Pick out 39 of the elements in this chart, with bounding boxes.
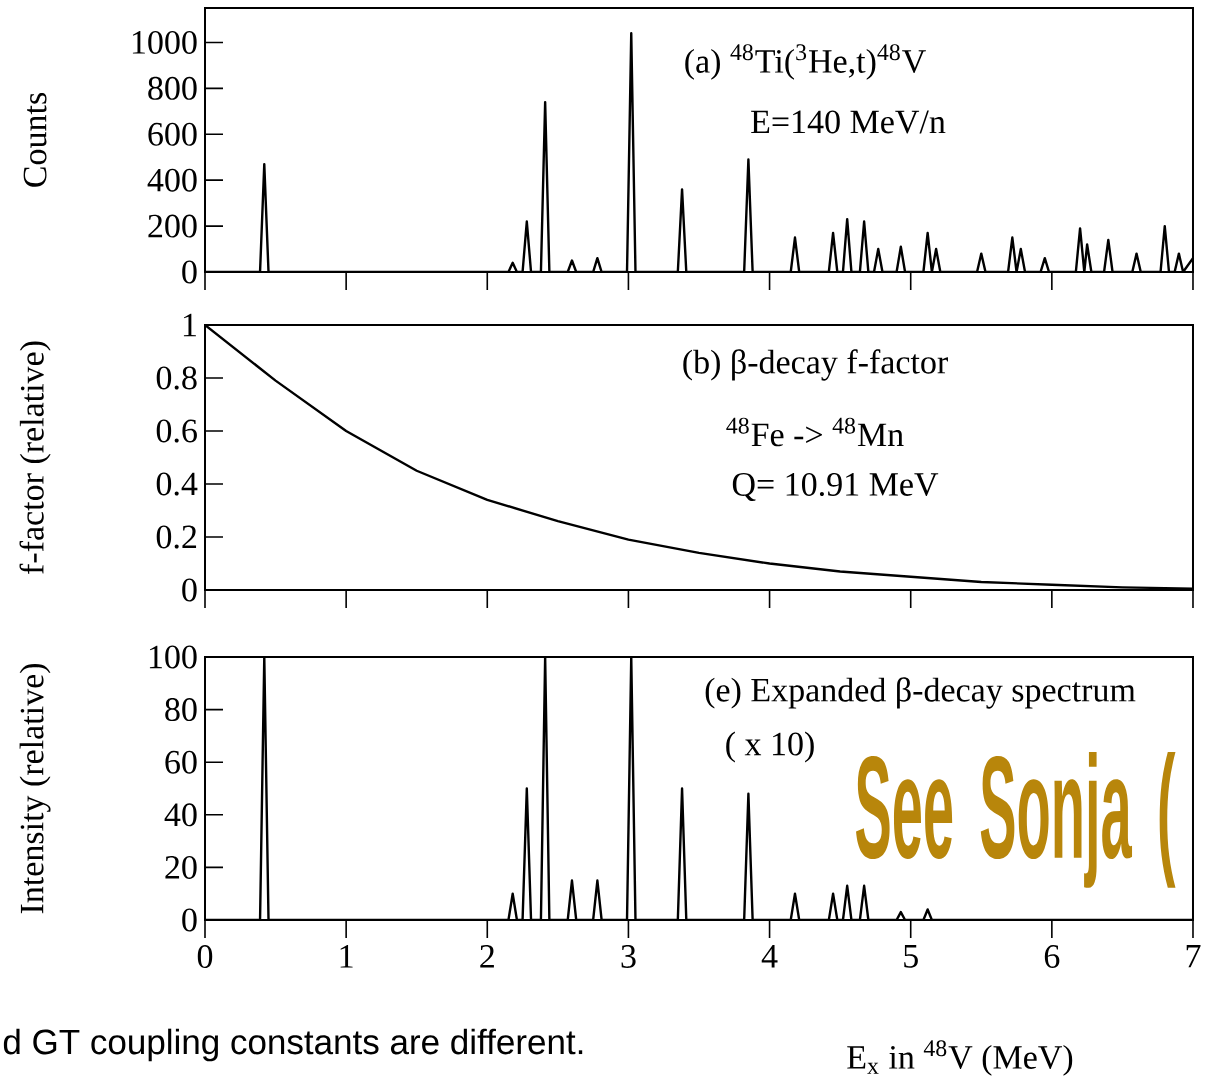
- annotation: (b) β-decay f-factor: [683, 349, 948, 381]
- x-tick-label: 5: [904, 945, 918, 968]
- y-tick-label: 80: [165, 698, 197, 722]
- x-tick-label: 4: [761, 945, 778, 968]
- y-tick-label: 200: [148, 214, 197, 238]
- x-tick-label: 3: [621, 945, 636, 968]
- annotation: $^{48}$Fe -> $^{48}$Mn: [726, 417, 904, 447]
- y-tick-label: 0: [182, 578, 197, 602]
- x-axis-title: E$_{x}$ in $^{48}$V (MeV): [847, 1040, 1073, 1076]
- annotation: E=140 MeV/n: [751, 110, 946, 134]
- y-tick-label: 0.6: [156, 419, 197, 443]
- y-tick-label: 0.8: [156, 366, 197, 390]
- annotation: See Sonja (: [856, 752, 1176, 888]
- x-tick-label: 7: [1186, 945, 1201, 968]
- x-tick-label: 1: [340, 945, 353, 968]
- y-axis-title: Counts: [23, 93, 47, 187]
- y-tick-label: 0: [182, 260, 197, 284]
- y-axis-title: Intensity (relative): [19, 663, 51, 914]
- y-tick-label: 1: [183, 313, 196, 337]
- annotation: (a) $^{48}$Ti($^{3}$He,t)$^{48}$V: [685, 44, 926, 80]
- y-tick-label: 40: [164, 803, 197, 827]
- y-tick-label: 100: [149, 645, 197, 669]
- y-tick-label: 400: [147, 168, 197, 192]
- x-tick-label: 0: [197, 945, 213, 969]
- annotation: (e) Expanded β-decay spectrum: [705, 677, 1136, 709]
- y-tick-label: 60: [165, 750, 197, 774]
- y-tick-label: 1000: [132, 30, 197, 54]
- y-tick-label: 600: [148, 122, 197, 146]
- x-tick-label: 6: [1044, 945, 1060, 968]
- annotation: Q= 10.91 MeV: [732, 472, 939, 502]
- annotation: ( x 10): [726, 731, 814, 763]
- y-axis-title: f-factor (relative): [19, 341, 51, 574]
- y-tick-label: 20: [165, 855, 197, 879]
- text: d GT coupling constants are different.: [3, 1028, 583, 1062]
- y-tick-label: 0.4: [156, 472, 198, 496]
- y-tick-label: 800: [148, 76, 197, 100]
- y-tick-label: 0.2: [156, 525, 197, 549]
- x-tick-label: 2: [480, 945, 494, 968]
- y-tick-label: 0: [182, 908, 197, 932]
